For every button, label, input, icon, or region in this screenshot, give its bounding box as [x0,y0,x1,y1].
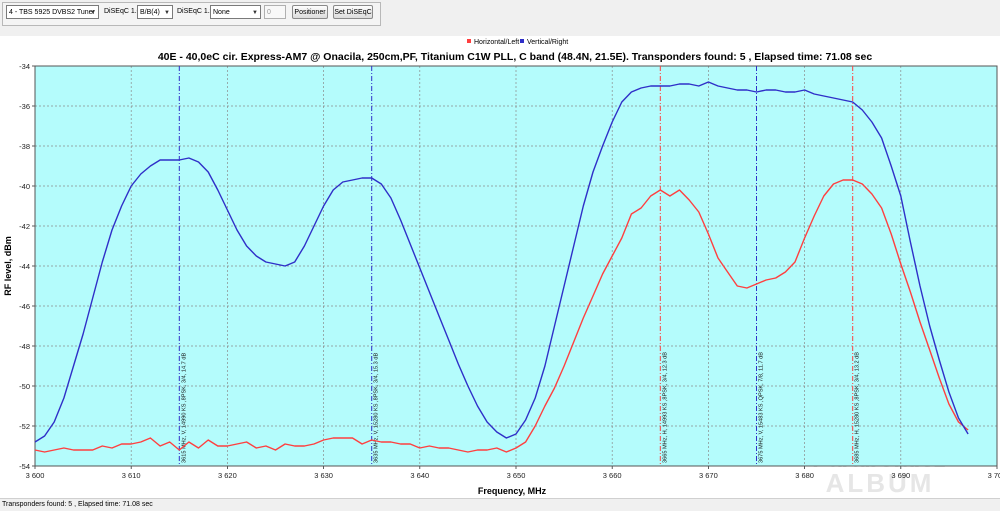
x-tick-label: 3 610 [122,471,141,480]
x-tick-label: 3 660 [603,471,622,480]
x-tick-label: 3 680 [795,471,814,480]
x-tick-label: 3 690 [891,471,910,480]
status-bar: Transponders found: 5 , Elapsed time: 71… [0,498,1000,511]
status-text: Transponders found: 5 , Elapsed time: 71… [2,501,153,508]
transponder-label: 3675 MHz, V, 15483 KS ,QPSK, 7/8, 11.7 d… [759,352,765,463]
legend-swatch-vertical [520,39,524,43]
spectrum-chart: Parabola.cz ALBUM 40E - 40,0eC cir. Expr… [0,36,1000,498]
diseqc1x-label: DiSEqC 1.x: [177,8,216,15]
plot-frame [34,65,998,467]
legend-label-vertical: Vertical/Right [527,39,568,46]
x-tick-label: 3 600 [26,471,45,480]
set-diseqc-button[interactable]: Set DiSEqC [333,5,373,19]
watermark-album: ALBUM [826,468,935,498]
diseqc10-select[interactable]: B/B(4) ▼ [137,5,173,19]
chevron-down-icon: ▼ [252,10,258,16]
x-tick-label: 3 650 [507,471,526,480]
x-tick-label: 3 640 [410,471,429,480]
transponder-label: 3615 MHz, V, 14990 KS ,8PSK, 3/4, 14.7 d… [181,353,187,463]
tuner-select-value: 4 - TBS 5925 DVBS2 Tuner [9,9,95,16]
diseqc10-value: B/B(4) [140,9,160,16]
positioner-spinner[interactable]: 0 [264,5,286,19]
chevron-down-icon: ▼ [164,10,170,16]
y-tick-label: -42 [19,222,30,231]
y-tick-label: -34 [19,62,30,71]
series-vertical-line [34,81,969,443]
spinner-value: 0 [267,9,271,16]
y-tick-label: -40 [19,182,30,191]
legend-swatch-horizontal [467,39,471,43]
series-horizontal-line [34,179,969,453]
y-tick-label: -38 [19,142,30,151]
x-tick-label: 3 670 [699,471,718,480]
x-axis-label: Frequency, MHz [478,486,547,496]
y-tick-label: -36 [19,102,30,111]
transponder-label: 3635 MHz, V, 15280 KS ,8PSK, 3/4, 15.3 d… [374,353,380,463]
y-tick-label: -54 [19,462,30,471]
chevron-down-icon: ▼ [90,10,96,16]
legend-label-horizontal: Horizontal/Left [474,39,519,46]
toolbar: 4 - TBS 5925 DVBS2 Tuner ▼ DiSEqC 1.0: B… [0,0,1000,36]
y-tick-label: -48 [19,342,30,351]
x-tick-label: 3 630 [314,471,333,480]
legend: Horizontal/Left Vertical/Right [467,39,568,46]
plot-area: 3 600 3 610 3 620 3 630 3 640 3 650 3 660 3 670… [19,62,1000,480]
diseqc1x-select[interactable]: None ▼ [210,5,261,19]
positioner-button[interactable]: Positioner [292,5,328,19]
x-tick-label: 3 620 [218,471,237,480]
y-tick-label: -44 [19,262,30,271]
transponder-label: 3685 MHz, H, 15280 KS ,8PSK, 3/4, 13.2 d… [855,352,861,463]
diseqc1x-value: None [213,9,230,16]
tuner-select[interactable]: 4 - TBS 5925 DVBS2 Tuner ▼ [6,5,99,19]
x-tick-label: 3 700 [988,471,1000,480]
y-tick-label: -46 [19,302,30,311]
y-tick-label: -50 [19,382,30,391]
y-axis-label: RF level, dBm [3,236,13,296]
chart-title: 40E - 40,0eC cir. Express-AM7 @ Onacila,… [158,51,873,63]
transponder-label: 3665 MHz, H, 14993 KS ,8PSK, 3/4, 12.3 d… [662,352,668,463]
y-tick-label: -52 [19,422,30,431]
diseqc10-label: DiSEqC 1.0: [104,8,143,15]
